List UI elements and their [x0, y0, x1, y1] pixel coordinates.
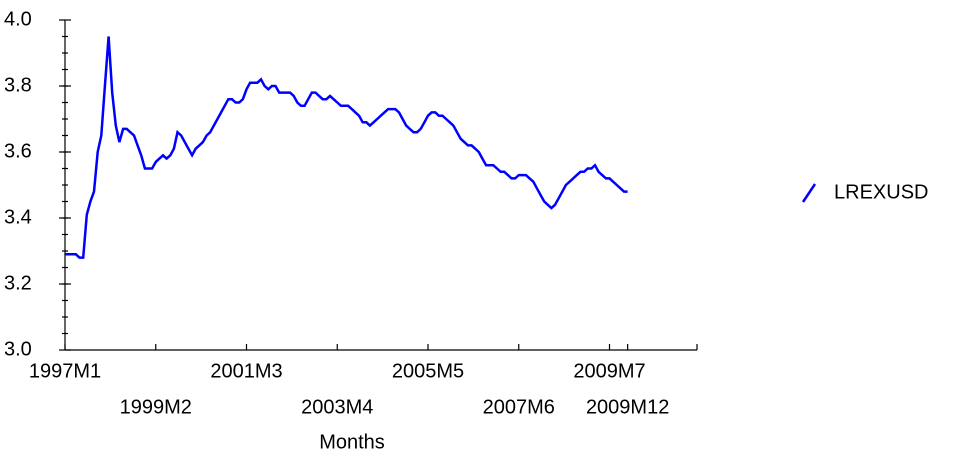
x-tick-label: 2001M3	[210, 360, 282, 382]
x-tick-label: 2009M7	[573, 360, 645, 382]
y-tick-label: 3.0	[4, 338, 32, 360]
legend-label: LREXUSD	[834, 181, 928, 203]
y-tick-label: 3.8	[4, 74, 32, 96]
x-tick-label: 2003M4	[301, 396, 373, 418]
y-tick-label: 3.4	[4, 206, 32, 228]
x-tick-label: 2007M6	[483, 396, 555, 418]
y-tick-label: 3.6	[4, 140, 32, 162]
y-tick-label: 3.2	[4, 272, 32, 294]
x-tick-label: 2009M12	[586, 396, 669, 418]
x-tick-label: 2005M5	[392, 360, 464, 382]
x-tick-label: 1997M1	[29, 360, 101, 382]
x-axis-label: Months	[319, 431, 385, 453]
legend-swatch	[801, 183, 817, 203]
y-tick-label: 4.0	[4, 8, 32, 30]
data-line	[65, 36, 628, 259]
x-tick-label: 1999M2	[120, 396, 192, 418]
